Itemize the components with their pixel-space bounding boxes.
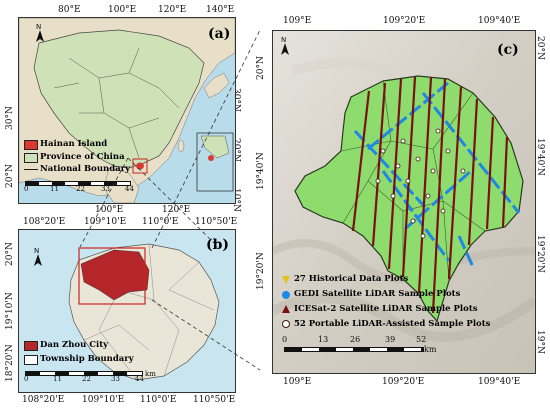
legend-national-boundary: National Boundary: [40, 164, 131, 174]
a-left-tick-1: 20°N: [5, 164, 15, 188]
a-left-tick-0: 30°N: [5, 106, 15, 130]
legend-portable-lidar-plots: 52 Portable LiDAR-Assisted Sample Plots: [294, 319, 491, 329]
b-scale-2: 22: [82, 375, 91, 383]
a-top-tick-0: 80°E: [58, 5, 81, 15]
c-top-tick-2: 109°40'E: [478, 16, 521, 26]
legend-hainan-island: Hainan Island: [40, 139, 108, 149]
b-scale-4: 44: [135, 375, 144, 383]
province-swatch: [24, 153, 38, 163]
c-left-tick-2: 19°20'N: [256, 252, 266, 290]
panel-b-label: (b): [206, 237, 230, 253]
legend-dan-zhou-city: Dan Zhou City: [40, 340, 109, 350]
b-top-tick-3: 110°50'E: [195, 217, 238, 227]
b-left-tick-1: 19°10'N: [5, 292, 15, 330]
legend-icesat2-plots: ICESat-2 Satellite LiDAR Sample Plots: [294, 304, 478, 314]
panel-b-svg: N: [19, 230, 235, 392]
c-scale-2: 26: [350, 335, 361, 344]
c-right-tick-0: 20°N: [535, 36, 545, 60]
panel-c-label: (c): [497, 42, 519, 58]
hainan-swatch: [24, 140, 38, 150]
legend-gedi-plots: GEDI Satellite LiDAR Sample Plots: [294, 289, 461, 299]
a-scale-2: 22: [76, 185, 85, 193]
panel-a-map: N: [18, 17, 236, 204]
c-scale-1: 13: [318, 335, 329, 344]
boundary-line-icon: [24, 169, 38, 170]
b-scale-0: 0: [24, 375, 29, 383]
svg-text:N: N: [36, 23, 41, 31]
svg-text:N: N: [281, 36, 286, 44]
b-top-tick-1: 109°10'E: [84, 217, 127, 227]
a-bottom-tick-1: 120°E: [162, 205, 191, 215]
legend-historical-plots: 27 Historical Data Plots: [294, 274, 409, 284]
a-scale-0: 0: [24, 185, 29, 193]
a-top-tick-1: 100°E: [108, 5, 137, 15]
c-scale-3: 39: [385, 335, 396, 344]
b-bottom-tick-0: 108°20'E: [22, 395, 65, 405]
gedi-plot-icon: [282, 291, 290, 299]
icesat2-plot-icon: [282, 305, 290, 313]
b-scale-3: 33: [111, 375, 120, 383]
c-bottom-tick-1: 109°20'E: [382, 377, 425, 387]
panel-c-svg: N: [273, 31, 535, 373]
panel-c-map: N: [272, 30, 536, 374]
b-left-tick-0: 20°N: [5, 242, 15, 266]
a-top-tick-3: 140°E: [206, 5, 235, 15]
c-bottom-tick-2: 109°40'E: [478, 377, 521, 387]
a-scale-1: 11: [50, 185, 59, 193]
c-bottom-tick-0: 109°E: [283, 377, 312, 387]
a-top-tick-2: 120°E: [158, 5, 187, 15]
a-bottom-tick-0: 100°E: [95, 205, 124, 215]
c-scale-0: 0: [282, 335, 288, 344]
panel-a-svg: N: [19, 18, 235, 203]
historical-plot-icon: [282, 276, 290, 284]
b-scale-bar: [25, 371, 143, 376]
a-scale-3: 33: [101, 185, 110, 193]
svg-text:N: N: [34, 247, 39, 255]
b-bottom-tick-3: 110°50'E: [193, 395, 236, 405]
c-right-tick-1: 19°40'N: [535, 138, 545, 176]
b-bottom-tick-1: 109°10'E: [82, 395, 125, 405]
c-scale-4: 52: [416, 335, 427, 344]
c-scale-bar: [284, 347, 424, 352]
c-top-tick-1: 109°20'E: [383, 16, 426, 26]
legend-province: Province of China: [40, 152, 125, 162]
b-scale-1: 11: [53, 375, 62, 383]
c-top-tick-0: 109°E: [283, 16, 312, 26]
b-top-tick-2: 110°0'E: [142, 217, 179, 227]
b-bottom-tick-2: 110°0'E: [140, 395, 177, 405]
dan-zhou-swatch: [24, 341, 38, 351]
township-swatch: [24, 355, 38, 365]
c-left-tick-0: 20°N: [256, 56, 266, 80]
c-right-tick-2: 19°20'N: [535, 235, 545, 273]
c-left-tick-1: 19°40'N: [256, 152, 266, 190]
a-scale-4: 44: [125, 185, 134, 193]
panel-b-map: N: [18, 229, 236, 393]
c-scale-unit: km: [424, 345, 437, 354]
b-top-tick-0: 108°20'E: [23, 217, 66, 227]
panel-a-label: (a): [208, 26, 231, 42]
b-scale-unit: km: [145, 370, 156, 378]
legend-township-boundary: Township Boundary: [40, 354, 134, 364]
c-right-tick-3: 19°N: [535, 330, 545, 354]
portable-lidar-plot-icon: [282, 320, 290, 328]
b-left-tick-2: 18°20'N: [5, 344, 15, 382]
